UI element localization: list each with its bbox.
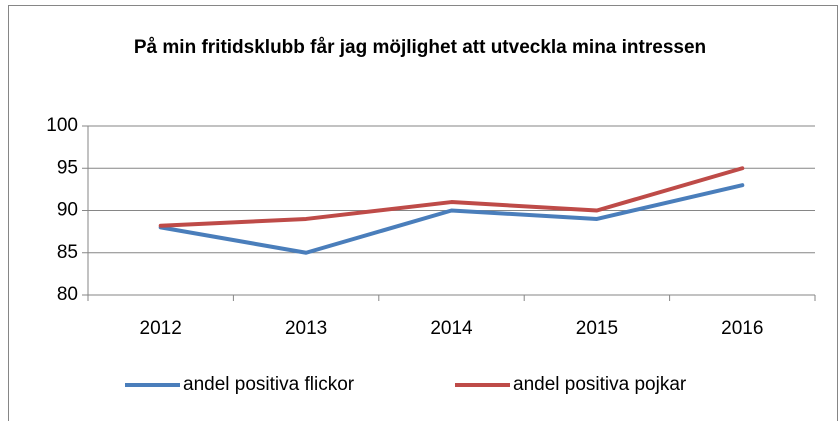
x-tick-label: 2014 xyxy=(430,318,473,339)
chart-border xyxy=(8,5,838,421)
series-line xyxy=(158,183,745,255)
x-tick-label: 2013 xyxy=(285,318,327,339)
y-tick-label: 90 xyxy=(57,200,78,221)
x-tick-label: 2015 xyxy=(576,318,618,339)
y-tick-label: 85 xyxy=(57,242,78,263)
legend-label: andel positiva flickor xyxy=(183,374,355,395)
series-line xyxy=(158,166,745,228)
chart-title: På min fritidsklubb får jag möjlighet at… xyxy=(133,37,707,58)
x-tick-label: 2012 xyxy=(140,318,182,339)
y-tick-label: 80 xyxy=(57,284,78,305)
x-tick-label: 2016 xyxy=(721,318,763,339)
legend-label: andel positiva pojkar xyxy=(513,374,687,395)
y-tick-label: 95 xyxy=(57,157,78,178)
y-tick-label: 100 xyxy=(46,115,78,136)
